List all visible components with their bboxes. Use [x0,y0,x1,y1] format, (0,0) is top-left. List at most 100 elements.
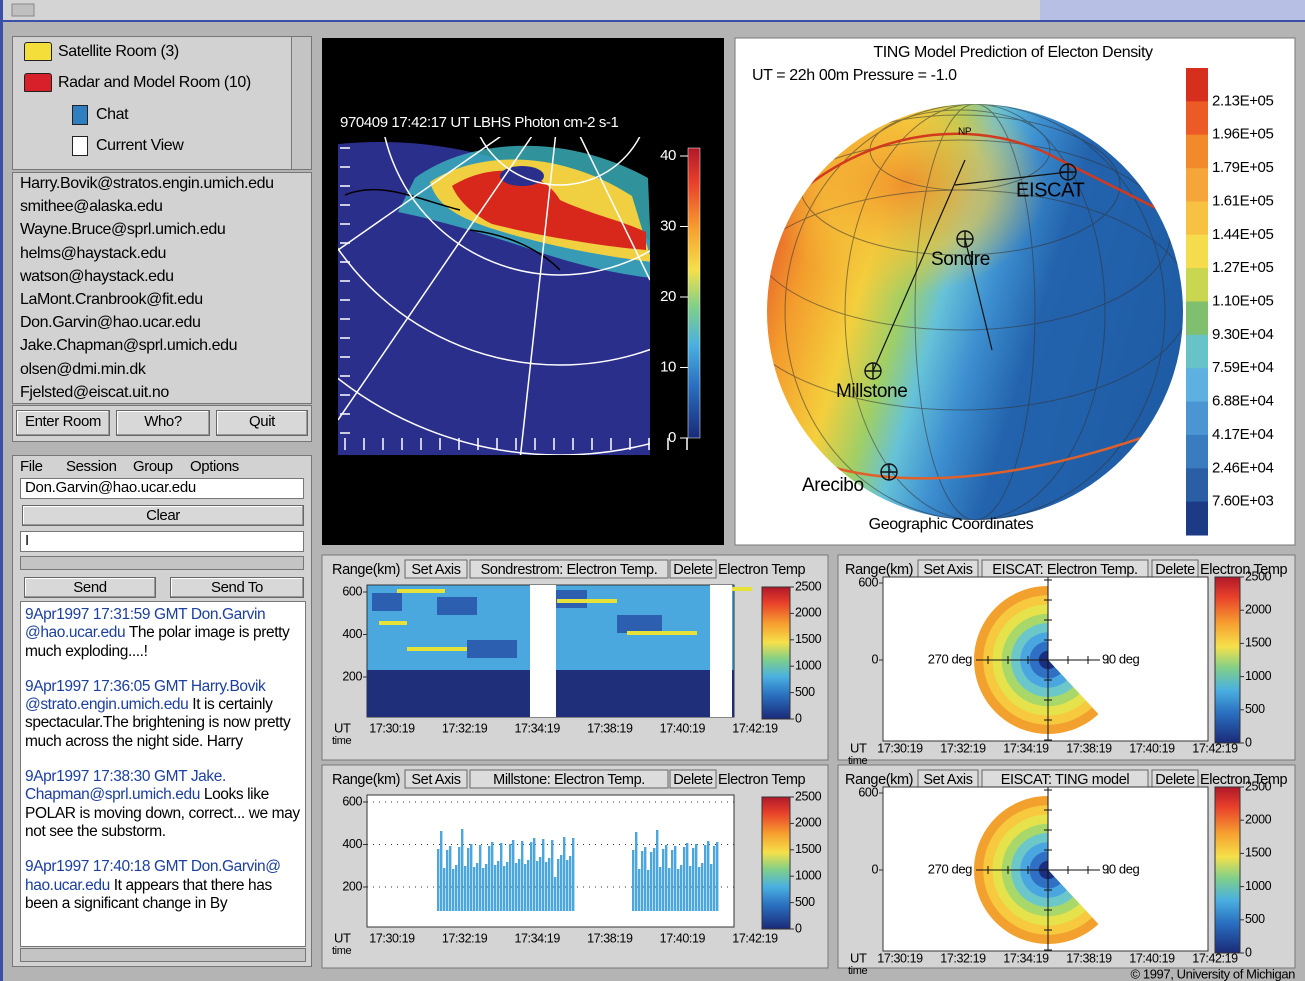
x-tick-label: 17:32:19 [940,951,986,965]
button[interactable] [669,769,717,789]
message-header: 9Apr1997 17:36:05 GMT Harry.Bovik @strat… [25,677,266,714]
button-label[interactable]: Set Axis [923,562,973,578]
range-bar [695,844,698,911]
button[interactable] [404,559,468,579]
user-email: Don.Garvin@hao.ucar.edu [20,314,201,332]
button-label[interactable]: Set Axis [411,772,461,788]
colorbar-label: 4.17E+04 [1212,426,1274,443]
button[interactable] [669,559,717,579]
user-email: watson@haystack.edu [20,267,174,285]
data-gap [530,585,556,717]
range-bar [545,862,548,911]
button-label[interactable]: Delete [673,562,713,578]
room-item[interactable]: Chat [96,106,129,123]
chat-log: 9Apr1997 17:31:59 GMT Don.Garvin @hao.uc… [20,601,306,947]
image-title: 970409 17:42:17 UT LBHS Photon cm-2 s-1 [340,114,619,131]
button-label[interactable]: Delete [1155,772,1195,788]
button-label[interactable]: EISCAT: TING model [1001,772,1130,788]
range-bar [455,865,458,911]
user-email: LaMont.Cranbrook@fit.edu [20,291,203,308]
button-label[interactable]: Delete [673,772,713,788]
x-tick-label: 17:30:19 [877,741,923,755]
menu-item[interactable]: Group [133,458,173,475]
colorbar-label: 40 [660,147,676,164]
colorbar-label: 1.27E+05 [1212,259,1274,276]
colorbar-segment [1186,68,1208,102]
range-bar [527,860,530,911]
scrollbar[interactable] [20,556,304,570]
polar-image [338,137,650,455]
range-bar [713,846,716,911]
range-cell [379,621,407,625]
y-tick-label: 600 [858,575,878,589]
range-bar [518,859,521,911]
x-tick-label: 17:34:19 [514,931,560,945]
button-label[interactable]: Sondrestrom: Electron Temp. [481,562,658,578]
range-bar [647,870,650,911]
range-bar [503,866,506,911]
room-item[interactable]: Satellite Room (3) [58,43,179,60]
button[interactable] [469,559,669,579]
room-scrollbar[interactable] [291,36,312,170]
range-bar [491,842,494,911]
menu-item[interactable]: File [20,458,43,475]
range-bar [683,847,686,911]
message-header: 9Apr1997 17:40:18 GMT Don.Garvin@ hao.uc… [25,858,281,894]
model-caption: Geographic Coordinates [869,516,1034,533]
range-bar [662,849,665,911]
x-tick-label: 17:38:19 [587,721,633,735]
x-tick-label: 17:38:19 [1066,741,1112,755]
site-markers [864,163,1077,481]
address-field[interactable]: Don.Garvin@hao.ucar.edu [20,478,304,499]
button-label[interactable]: Delete [1155,562,1195,578]
x-tick-label: 17:32:19 [442,931,488,945]
range-bar [566,860,569,911]
button[interactable] [404,769,468,789]
range-bar [704,845,707,911]
user-email: Harry.Bovik@stratos.engin.umich.edu [20,175,274,192]
room-item[interactable]: Current View [96,137,184,154]
chat-message: 9Apr1997 17:40:18 GMT Don.Garvin@ hao.uc… [25,858,301,913]
top-bar-accent [1040,0,1305,20]
room-item[interactable]: Radar and Model Room (10) [58,74,251,91]
message-input[interactable]: I [20,531,304,552]
scrollbar[interactable] [20,948,306,962]
button-label[interactable]: Millstone: Electron Temp. [493,772,645,788]
button[interactable]: Send To [170,577,304,598]
button-label[interactable]: Set Axis [411,562,461,578]
button[interactable]: Enter Room [16,410,110,436]
button[interactable]: Send [24,577,156,598]
menu-item[interactable]: Session [66,458,117,475]
user-email: Fjelsted@eiscat.uit.no [20,383,169,401]
colorbar-label: 7.60E+03 [1212,493,1274,510]
x-tick-label: 17:38:19 [1066,951,1112,965]
button[interactable]: Who? [116,410,210,436]
chat-message: 9Apr1997 17:36:05 GMT Harry.Bovik @strat… [25,678,301,751]
top-border [0,20,1305,22]
user-email: olsen@dmi.min.dk [20,360,146,378]
range-cell [617,615,662,633]
x-tick-label: 17:40:19 [660,931,706,945]
header-label: Range(km) [332,772,400,788]
colorbar-label: 500 [795,685,815,699]
button[interactable]: Quit [216,410,308,436]
button[interactable] [469,769,669,789]
button-label[interactable]: Set Axis [923,772,973,788]
menu-item[interactable]: Options [190,458,239,475]
user-email: Jake.Chapman@sprl.umich.edu [20,337,238,355]
button[interactable]: Clear [22,505,304,526]
y-tick-label: 0 [871,652,878,666]
button-label[interactable]: EISCAT: Electron Temp. [992,562,1138,578]
colorbar-label: 1000 [1245,669,1272,683]
range-bar [506,862,509,911]
colorbar-label: 1500 [1245,636,1272,650]
colorbar-label: 10 [660,358,676,375]
x-tick-label: 17:34:19 [1003,741,1049,755]
range-bar [692,848,695,911]
message-body: It appears that there has been a signifi… [25,876,272,912]
colorbar-label: 1000 [795,658,822,672]
range-bar [557,859,560,911]
user-list [12,172,312,404]
y-tick-label: 0 [871,862,878,876]
angle-label: 90 deg [1102,651,1140,666]
